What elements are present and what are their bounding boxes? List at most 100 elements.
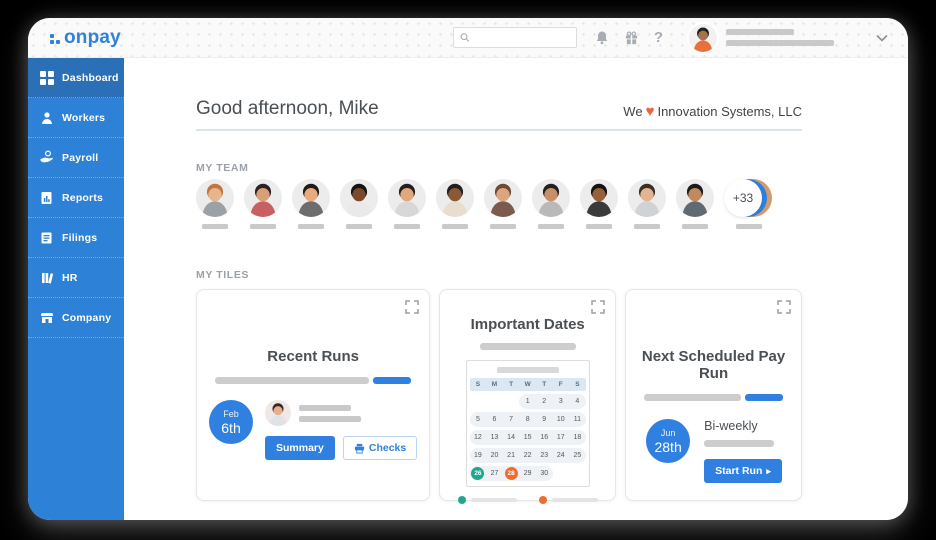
avatar xyxy=(196,179,234,217)
calendar-day[interactable]: 9 xyxy=(535,412,553,427)
calendar-day[interactable]: 25 xyxy=(569,448,586,463)
my-team-label: MY TEAM xyxy=(196,162,249,174)
team-row: +33 xyxy=(196,179,802,229)
calendar-week-row: 5 6 7 8 9 10 11 xyxy=(469,412,586,427)
calendar-day[interactable]: 19 xyxy=(469,448,487,463)
redacted-text-bar xyxy=(736,224,762,229)
calendar-day[interactable]: 23 xyxy=(535,448,553,463)
calendar-day[interactable]: 5 xyxy=(469,412,487,427)
calendar-day[interactable]: 29 xyxy=(519,466,536,481)
team-member-avatar[interactable] xyxy=(676,179,714,229)
calendar-day[interactable]: 15 xyxy=(519,430,536,445)
gift-icon[interactable] xyxy=(624,30,639,45)
calendar-day[interactable]: 20 xyxy=(486,448,503,463)
sidebar-item-workers[interactable]: Workers xyxy=(28,98,124,138)
run-date-badge: Feb 6th xyxy=(209,400,253,444)
my-tiles-label: MY TILES xyxy=(196,269,250,281)
orange-dot-icon xyxy=(538,496,547,504)
calendar-day[interactable]: 18 xyxy=(569,430,586,445)
calendar-day-header: S xyxy=(575,381,580,388)
team-member-avatar[interactable] xyxy=(196,179,234,229)
sidebar-item-filings[interactable]: Filings xyxy=(28,218,124,258)
main-content: Good afternoon, Mike We ♥ Innovation Syste… xyxy=(124,58,908,520)
calendar-day[interactable]: 30 xyxy=(535,466,553,481)
team-member-avatar[interactable] xyxy=(292,179,330,229)
calendar-day[interactable]: 21 xyxy=(502,448,520,463)
sidebar-item-reports[interactable]: Reports xyxy=(28,178,124,218)
team-member-avatar[interactable] xyxy=(436,179,474,229)
calendar-day[interactable]: 24 xyxy=(552,448,570,463)
calendar-day[interactable]: 1 xyxy=(519,394,536,409)
redacted-text-bar xyxy=(551,498,598,502)
filings-doc-icon xyxy=(39,230,54,245)
calendar-day[interactable]: 13 xyxy=(486,430,503,445)
expand-icon[interactable] xyxy=(777,300,791,314)
notifications-bell-icon[interactable] xyxy=(595,30,609,45)
calendar-day[interactable]: 12 xyxy=(469,430,487,445)
avatar xyxy=(532,179,570,217)
team-member-avatar[interactable] xyxy=(244,179,282,229)
redacted-text-bar xyxy=(634,224,660,229)
checks-button[interactable]: Checks xyxy=(342,436,418,460)
calendar-day[interactable]: 17 xyxy=(552,430,570,445)
user-menu[interactable] xyxy=(689,23,834,52)
calendar-month-redacted xyxy=(496,367,559,373)
team-member-avatar[interactable] xyxy=(340,179,378,229)
redacted-text-bar xyxy=(479,343,576,350)
team-member-avatar[interactable] xyxy=(628,179,666,229)
calendar-day-header: W xyxy=(524,381,531,388)
onpay-logo[interactable]: onpay xyxy=(50,27,121,49)
calendar-day[interactable]: 22 xyxy=(519,448,536,463)
calendar-day[interactable]: 8 xyxy=(519,412,536,427)
run-employee-redacted xyxy=(299,404,361,422)
search-input[interactable] xyxy=(473,31,570,44)
team-member-avatar[interactable] xyxy=(580,179,618,229)
calendar-day-header: T xyxy=(509,381,514,388)
sidebar: Dashboard Workers Payroll Reports Filing… xyxy=(28,58,124,520)
calendar-day[interactable]: 28 xyxy=(502,466,520,481)
calendar-day[interactable]: 4 xyxy=(569,394,586,409)
summary-button[interactable]: Summary xyxy=(265,436,335,460)
calendar-day[interactable]: 26 xyxy=(469,466,487,481)
avatar xyxy=(340,179,378,217)
calendar-day-header: F xyxy=(558,381,563,388)
expand-icon[interactable] xyxy=(405,300,419,314)
calendar-day[interactable]: 3 xyxy=(552,394,570,409)
redacted-text-bar xyxy=(299,404,351,411)
sidebar-item-payroll[interactable]: Payroll xyxy=(28,138,124,178)
team-member-avatar[interactable] xyxy=(388,179,426,229)
calendar-day[interactable]: 10 xyxy=(552,412,570,427)
calendar-day[interactable]: 2 xyxy=(535,394,553,409)
printer-icon xyxy=(354,443,364,454)
team-member-avatar[interactable] xyxy=(532,179,570,229)
user-avatar xyxy=(689,23,717,52)
team-member-avatar[interactable] xyxy=(484,179,522,229)
avatar xyxy=(484,179,522,217)
sidebar-item-hr[interactable]: HR xyxy=(28,258,124,298)
team-avatar-list xyxy=(196,179,714,229)
sidebar-item-dashboard[interactable]: Dashboard xyxy=(28,58,124,98)
calendar-day[interactable]: 11 xyxy=(569,412,586,427)
search-box[interactable] xyxy=(452,27,577,48)
recent-runs-card: Recent Runs Feb 6th xyxy=(196,289,431,501)
expand-icon[interactable] xyxy=(591,300,605,314)
heart-icon: ♥ xyxy=(645,103,655,120)
team-overflow[interactable]: +33 xyxy=(724,179,774,229)
calendar-day[interactable]: 7 xyxy=(502,412,520,427)
team-overflow-badge[interactable]: +33 xyxy=(724,179,774,217)
redacted-text-bar xyxy=(442,224,468,229)
calendar-day[interactable]: 27 xyxy=(486,466,503,481)
redacted-text-bar xyxy=(726,40,834,46)
calendar-day[interactable]: 14 xyxy=(502,430,520,445)
calendar-week-row: 26 27 28 29 30 xyxy=(469,466,586,481)
calendar-day[interactable]: 6 xyxy=(486,412,503,427)
calendar-day[interactable]: 16 xyxy=(535,430,553,445)
pay-run-date-badge: Jun 28th xyxy=(646,419,691,463)
run-employee-avatar xyxy=(265,400,291,426)
sidebar-item-company[interactable]: Company xyxy=(28,298,124,338)
chevron-down-icon[interactable] xyxy=(876,29,888,47)
payroll-hand-icon xyxy=(39,150,54,165)
dashboard-grid-icon xyxy=(39,70,54,85)
start-run-button[interactable]: Start Run ▸ xyxy=(704,459,782,483)
help-icon[interactable]: ? xyxy=(653,29,663,46)
